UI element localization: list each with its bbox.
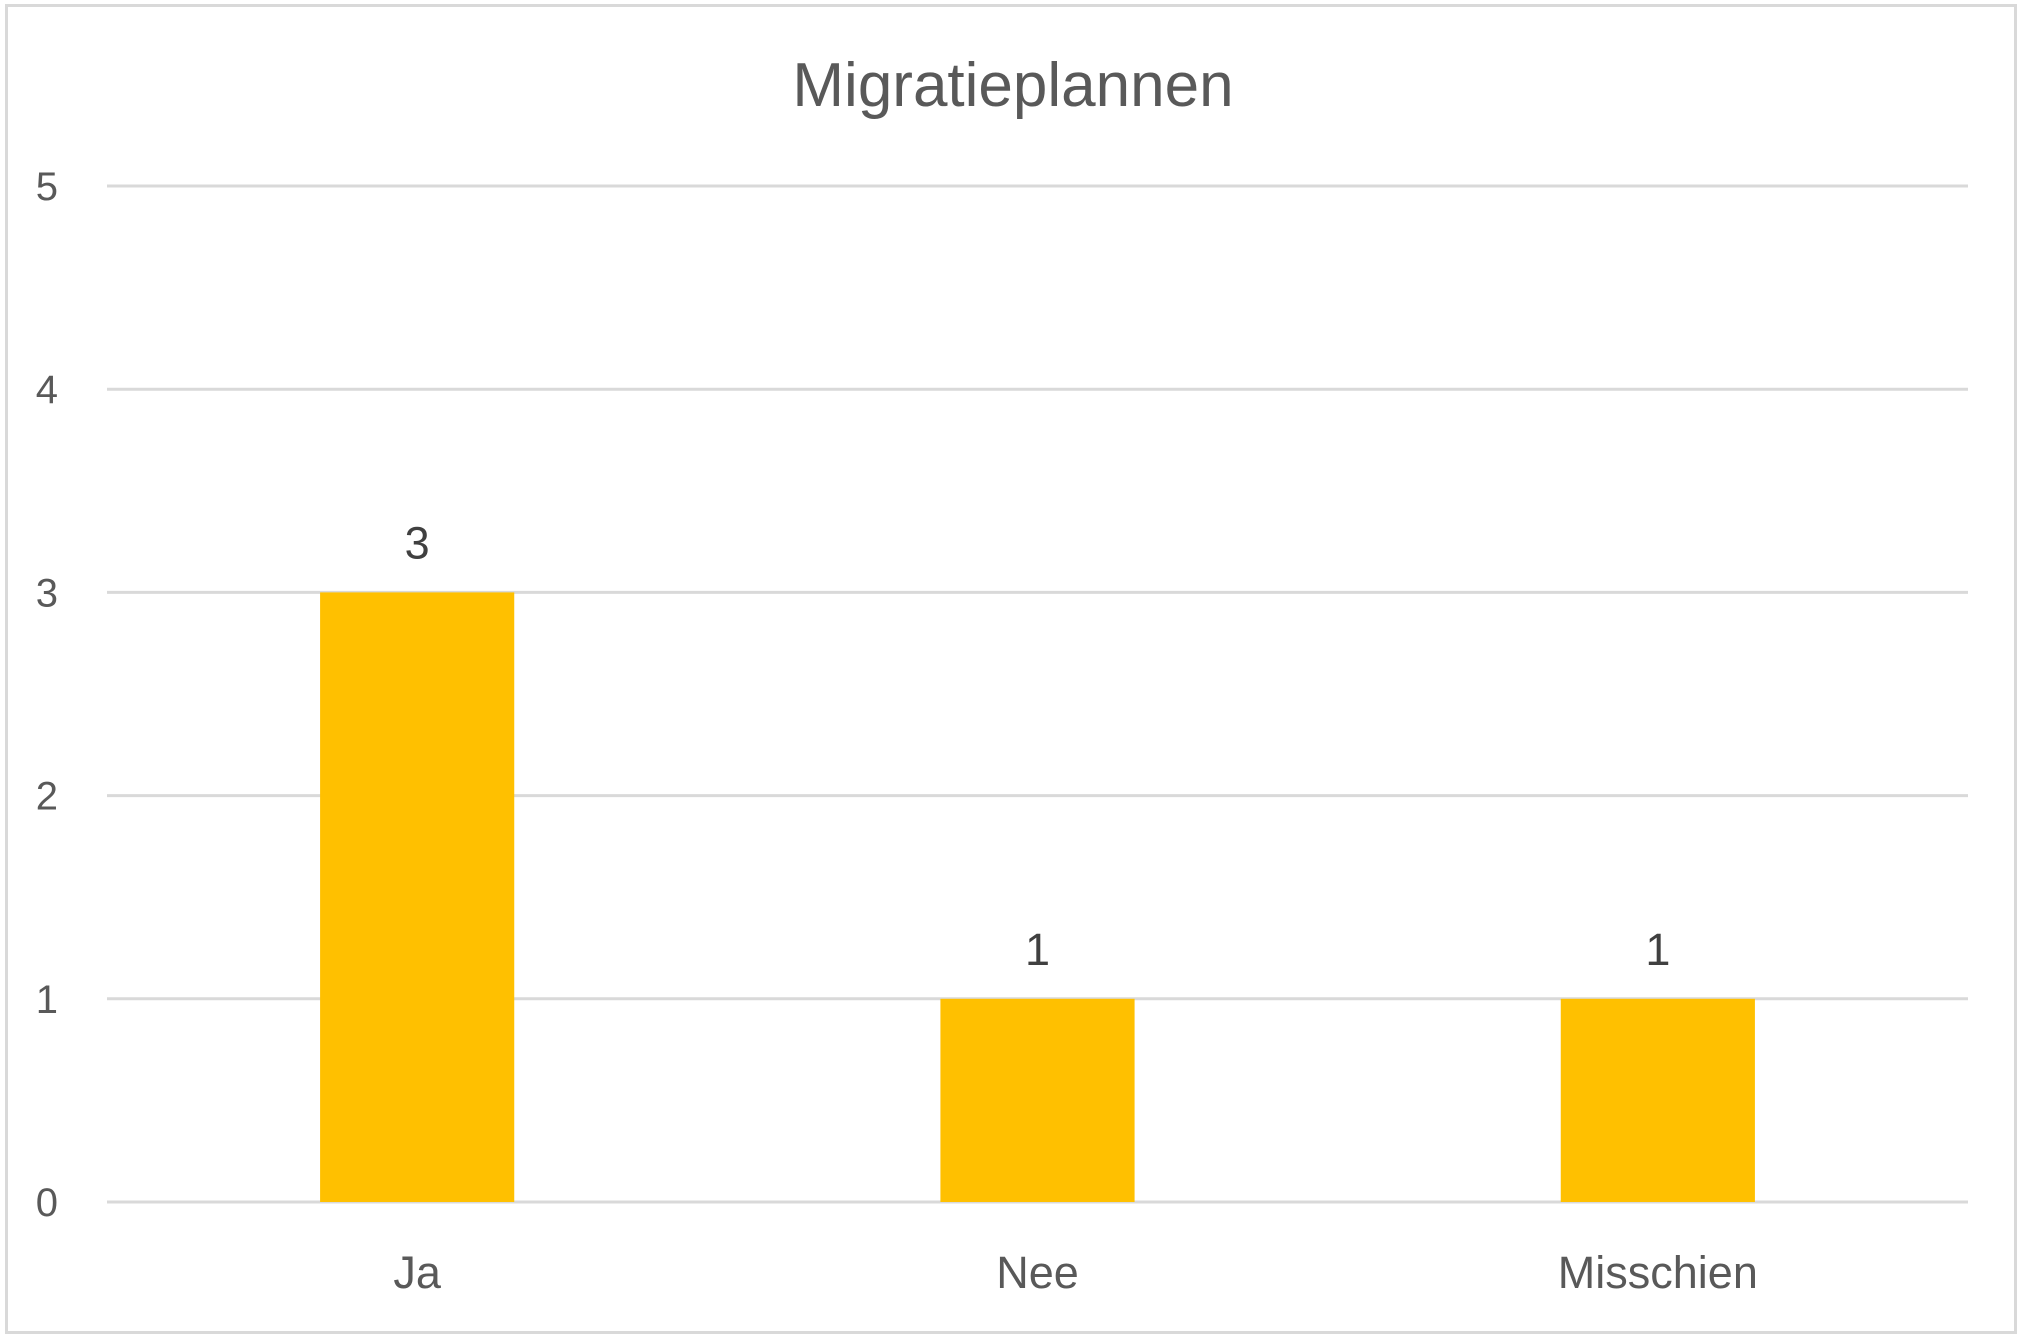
data-label: 3 [405,517,430,568]
x-category-label: Misschien [1558,1247,1758,1298]
data-label: 1 [1645,924,1670,975]
bar-nee [940,998,1135,1202]
y-axis-ticks: 0 1 2 3 4 5 [36,165,58,1225]
x-category-label: Nee [996,1247,1079,1298]
y-tick-label: 1 [36,978,58,1022]
y-tick-label: 5 [36,165,58,209]
data-label: 1 [1025,924,1050,975]
bar-ja [320,592,515,1202]
y-tick-label: 2 [36,775,58,819]
chart-title: Migratieplannen [792,51,1233,120]
y-tick-label: 3 [36,571,58,615]
y-tick-label: 4 [36,368,58,412]
x-category-label: Ja [393,1247,442,1298]
bar-misschien [1560,998,1755,1202]
y-tick-label: 0 [36,1181,58,1225]
bars [320,592,1755,1202]
data-labels: 3 1 1 [405,517,1671,974]
x-axis-categories: Ja Nee Misschien [393,1247,1757,1298]
